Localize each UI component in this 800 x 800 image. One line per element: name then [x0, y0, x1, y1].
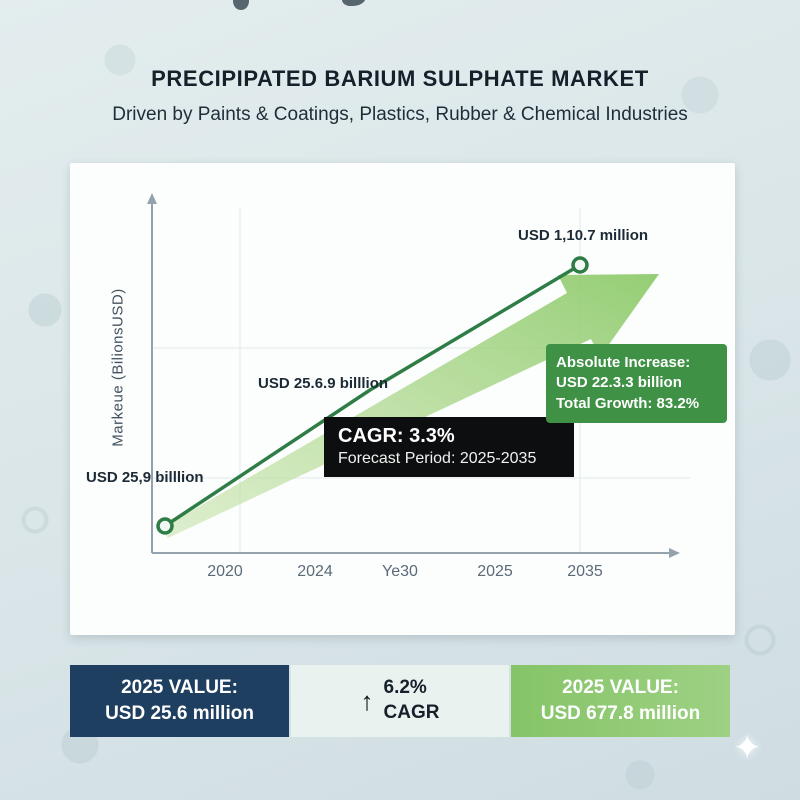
absolute-increase-callout: Absolute Increase: USD 22.3.3 billion To…	[546, 344, 727, 423]
stat-center-label: CAGR	[383, 702, 440, 723]
data-label-mid: USD 25.6.9 billlion	[258, 375, 389, 392]
total-growth: Total Growth: 83.2%	[556, 394, 700, 412]
end-marker	[571, 256, 589, 274]
stat-right-title: 2025 VALUE:	[562, 677, 679, 699]
chart-card: Markeue (BilionsUSD) USD 25,9 billlion U…	[70, 163, 735, 635]
stat-right-value: USD 677.8 million	[540, 703, 701, 724]
x-tick-3: 2025	[477, 563, 513, 580]
line-chart	[147, 193, 690, 558]
stat-box-cagr: 6.2% CAGR	[291, 665, 509, 737]
x-tick-2: Ye30	[382, 563, 418, 580]
x-tick-4: 2035	[567, 563, 603, 580]
stat-box-2025-value-left: 2025 VALUE: USD 25.6 million	[70, 665, 289, 737]
data-label-start: USD 25,9 billlion	[86, 469, 204, 486]
x-tick-0: 2020	[207, 563, 243, 580]
stat-box-2025-value-right: 2025 VALUE: USD 677.8 million	[511, 665, 730, 737]
page-title: PRECIPIPATED BARIUM SULPHATE MARKET	[151, 66, 649, 91]
market-value-line	[164, 263, 581, 528]
forecast-period: Forecast Period: 2025-2035	[338, 450, 537, 467]
data-label-end: USD 1,10.7 million	[518, 227, 649, 244]
cagr-value: CAGR: 3.3%	[338, 425, 455, 447]
stat-center-value: 6.2%	[383, 677, 427, 699]
start-marker	[156, 517, 174, 535]
growth-arrow	[162, 274, 659, 538]
stat-left-title: 2025 VALUE:	[121, 677, 238, 699]
up-arrow-icon	[361, 688, 374, 714]
increase-value: USD 22.3.3 billion	[556, 374, 682, 392]
cagr-callout: CAGR: 3.3% Forecast Period: 2025-2035	[324, 417, 574, 477]
y-axis-label: Markeue (BilionsUSD)	[109, 288, 127, 447]
axes	[147, 193, 680, 558]
x-tick-1: 2024	[297, 563, 333, 580]
stat-left-value: USD 25.6 million	[105, 703, 254, 724]
sparkle-icon	[733, 728, 762, 768]
decorative-doodle-icon	[233, 0, 249, 10]
increase-title: Absolute Increase:	[556, 354, 691, 371]
decorative-doodle-icon	[342, 0, 366, 6]
page-subtitle: Driven by Paints & Coatings, Plastics, R…	[112, 104, 688, 125]
